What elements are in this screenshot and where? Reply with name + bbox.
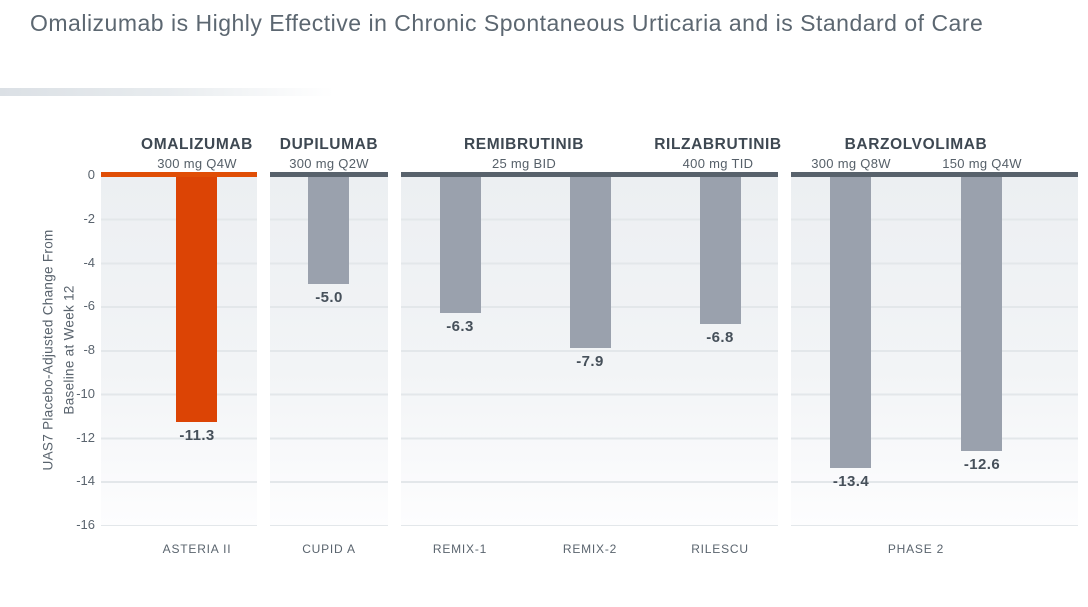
y-axis-tick-6: -6: [83, 298, 95, 313]
drug-name-omalizumab: OMALIZUMAB: [141, 136, 253, 153]
drug-name-remibrutinib: REMIBRUTINIB: [464, 136, 584, 153]
bar-value-phase2-q8w: -13.4: [832, 473, 870, 490]
bar-phase2-q8w: [830, 177, 871, 468]
bar-asteria-ii: [176, 177, 217, 422]
panel-barzolvolimab-zero-line: [791, 172, 1078, 177]
drug-name-barzolvolimab: BARZOLVOLIMAB: [844, 136, 988, 153]
panel-omalizumab-zero-line: [101, 172, 257, 177]
dose-label-remibrutinib: 25 mg BID: [491, 156, 557, 171]
bar-value-asteria-ii: -11.3: [179, 427, 215, 444]
bar-value-cupid-a: -5.0: [315, 289, 343, 306]
dose-label-dupilumab: 300 mg Q2W: [289, 156, 369, 171]
page-title: Omalizumab is Highly Effective in Chroni…: [30, 10, 984, 36]
bar-remix-1: [440, 177, 481, 313]
dose-label-rilzabrutinib: 400 mg TID: [682, 156, 754, 171]
trial-label-rilescu: RILESCU: [691, 542, 749, 556]
trial-label-cupid-a: CUPID A: [302, 542, 356, 556]
y-axis-tick-8: -8: [83, 342, 95, 357]
y-axis-tick-12: -12: [76, 430, 95, 445]
y-axis-tick-0: 0: [87, 167, 95, 182]
y-axis-tick-10: -10: [76, 386, 95, 401]
bar-phase2-q4w: [961, 177, 1002, 451]
trial-label-phase-2: PHASE 2: [887, 542, 945, 556]
bar-cupid-a: [308, 177, 349, 284]
bar-value-remix-1: -6.3: [446, 318, 474, 335]
drug-name-dupilumab: DUPILUMAB: [279, 136, 379, 153]
dose-label-omalizumab: 300 mg Q4W: [157, 156, 237, 171]
bar-rilescu: [700, 177, 741, 324]
trial-label-remix-2: REMIX-2: [562, 542, 618, 556]
bar-value-phase2-q4w: -12.6: [963, 456, 1001, 473]
y-axis-tick-2: -2: [83, 211, 95, 226]
y-axis-tick-14: -14: [76, 473, 95, 488]
y-axis-tick-16: -16: [76, 517, 95, 532]
panel-dupilumab-zero-line: [270, 172, 388, 177]
panel-remibrutinib-rilzabrutinib-zero-line: [401, 172, 778, 177]
dose-label-barzolvolimab-q8w: 300 mg Q8W: [811, 156, 891, 171]
trial-label-asteria-ii: ASTERIA II: [162, 542, 232, 556]
bar-value-rilescu: -6.8: [706, 329, 734, 346]
bar-remix-2: [570, 177, 611, 348]
y-axis-tick-4: -4: [83, 255, 95, 270]
bar-value-remix-2: -7.9: [576, 353, 604, 370]
y-axis-title-line1: UAS7 Placebo-Adjusted Change From: [41, 229, 57, 471]
dose-label-barzolvolimab-q4w: 150 mg Q4W: [942, 156, 1022, 171]
drug-name-rilzabrutinib: RILZABRUTINIB: [654, 136, 782, 153]
header-divider: [0, 88, 348, 96]
trial-label-remix-1: REMIX-1: [432, 542, 488, 556]
